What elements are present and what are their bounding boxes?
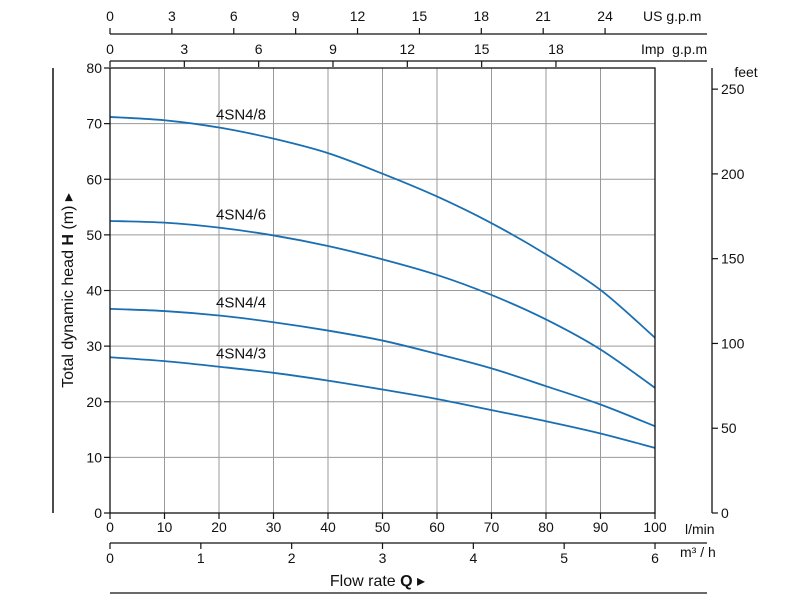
imp-gpm-tick-label: 9 <box>329 41 337 57</box>
series-label: 4SN4/8 <box>216 107 266 124</box>
x-tick-label: 60 <box>429 519 445 535</box>
m3h-tick-label: 2 <box>288 550 296 566</box>
x-tick-label: 30 <box>266 519 282 535</box>
feet-tick-label: 50 <box>721 420 737 436</box>
imp-gpm-tick-label: 18 <box>548 41 564 57</box>
y-tick-label: 50 <box>86 227 102 243</box>
performance-curves <box>109 116 656 449</box>
series-label: 4SN4/4 <box>216 295 266 312</box>
y-tick-label: 80 <box>86 60 102 76</box>
series-line-4SN4-3 <box>109 356 656 449</box>
series-line-4SN4-4 <box>109 307 656 428</box>
y-tick-label: 10 <box>86 449 102 465</box>
x-tick-label: 50 <box>375 519 391 535</box>
us-gpm-tick-label: 3 <box>168 8 176 24</box>
feet-unit-label: feet <box>734 64 757 80</box>
y-tick-label: 30 <box>86 338 102 354</box>
x-tick-label: 70 <box>484 519 500 535</box>
m3h-tick-label: 4 <box>469 550 477 566</box>
y-tick-label: 70 <box>86 116 102 132</box>
imp-gpm-tick-label: 0 <box>106 41 114 57</box>
m3h-tick-label: 3 <box>379 550 387 566</box>
imp-gpm-tick-label: 3 <box>180 41 188 57</box>
m3h-tick-label: 5 <box>560 550 568 566</box>
feet-tick-label: 250 <box>721 81 745 97</box>
x-tick-label: 20 <box>211 519 227 535</box>
m3h-tick-label: 6 <box>651 550 659 566</box>
x-tick-label: 10 <box>157 519 173 535</box>
m3h-tick-label: 1 <box>197 550 205 566</box>
imp-gpm-tick-label: 15 <box>474 41 490 57</box>
y-tick-label: 60 <box>86 171 102 187</box>
series-label: 4SN4/3 <box>216 346 266 363</box>
curve-labels: 4SN4/8 4SN4/6 4SN4/4 4SN4/3 <box>216 107 266 363</box>
us-gpm-tick-label: 15 <box>412 8 428 24</box>
grid-lines <box>110 68 655 513</box>
y-tick-label: 40 <box>86 283 102 299</box>
us-gpm-tick-label: 0 <box>106 8 114 24</box>
series-line-4SN4-8 <box>109 116 656 339</box>
x-unit-label: l/min <box>685 521 715 537</box>
us-gpm-tick-label: 9 <box>292 8 300 24</box>
y-tick-label: 20 <box>86 394 102 410</box>
us-gpm-tick-label: 6 <box>230 8 238 24</box>
x-axis-title: Flow rate Q ▸ <box>330 573 425 590</box>
feet-tick-label: 200 <box>721 166 745 182</box>
feet-tick-label: 150 <box>721 251 745 267</box>
m3h-tick-label: 0 <box>106 550 114 566</box>
x-tick-label: 0 <box>106 519 114 535</box>
m3h-unit-label: m³ / h <box>680 544 716 560</box>
us-gpm-unit-label: US g.p.m <box>643 8 701 24</box>
x-tick-label: 100 <box>643 519 667 535</box>
us-gpm-tick-label: 21 <box>535 8 551 24</box>
y-tick-label: 0 <box>94 505 102 521</box>
us-gpm-tick-label: 12 <box>350 8 366 24</box>
us-gpm-tick-label: 24 <box>597 8 613 24</box>
series-line-4SN4-6 <box>109 220 656 389</box>
x-tick-label: 90 <box>593 519 609 535</box>
x-tick-label: 40 <box>320 519 336 535</box>
x-tick-label: 80 <box>538 519 554 535</box>
imp-gpm-tick-label: 6 <box>255 41 263 57</box>
feet-tick-label: 0 <box>721 505 729 521</box>
imp-gpm-unit-label: Imp g.p.m <box>641 41 707 57</box>
y-axis-title: Total dynamic head H (m) ▸ <box>60 193 77 388</box>
series-label: 4SN4/6 <box>216 207 266 224</box>
us-gpm-tick-label: 18 <box>474 8 490 24</box>
imp-gpm-tick-label: 12 <box>400 41 416 57</box>
feet-tick-label: 100 <box>721 335 745 351</box>
